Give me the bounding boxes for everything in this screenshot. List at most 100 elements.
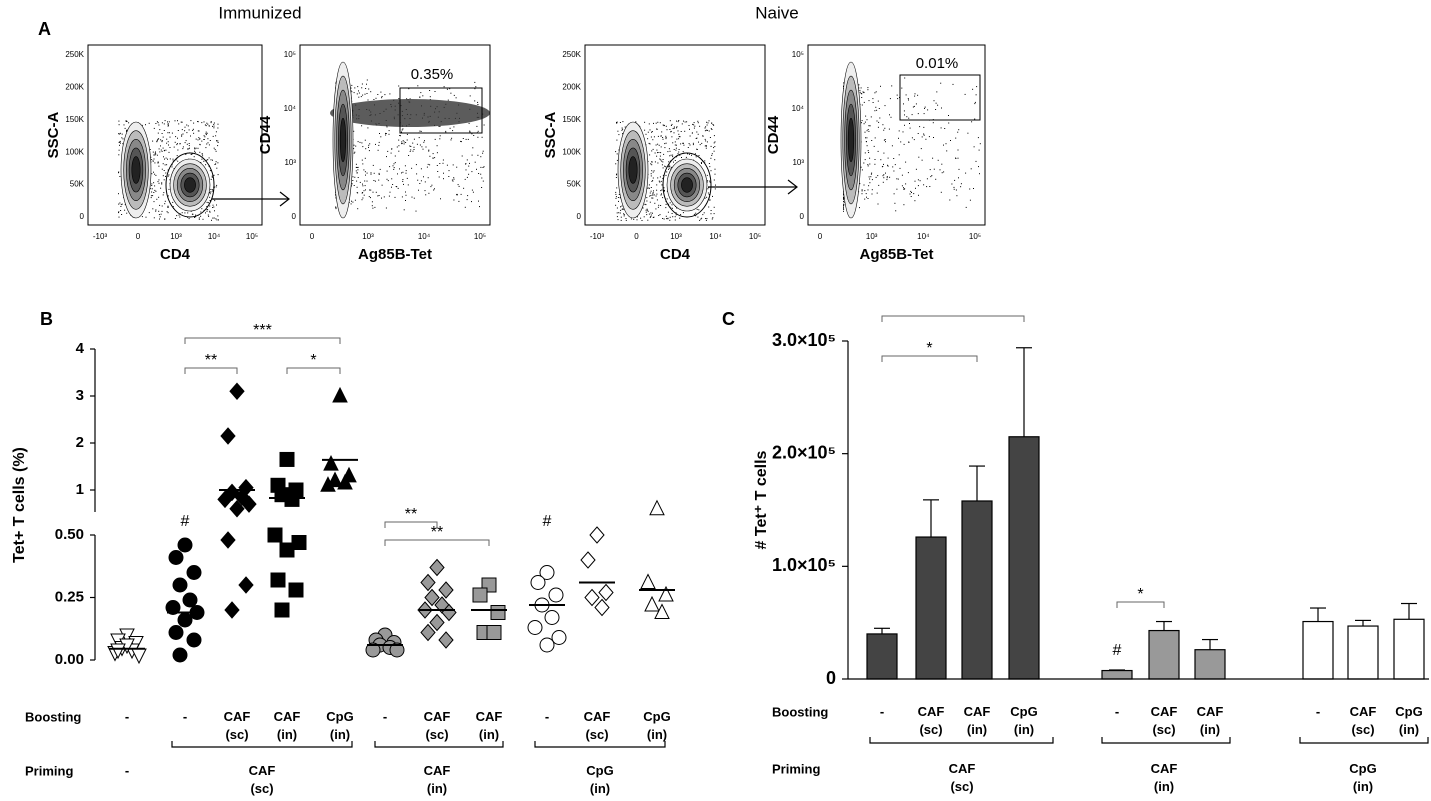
event-dot xyxy=(673,161,674,163)
event-dot xyxy=(188,218,190,220)
group-bracket xyxy=(374,741,504,748)
bar xyxy=(1101,669,1133,680)
event-dot xyxy=(126,212,128,214)
event-dot xyxy=(668,148,670,150)
event-dot xyxy=(361,192,363,194)
event-dot xyxy=(687,147,689,148)
event-dot xyxy=(361,142,363,144)
event-dot xyxy=(688,153,690,155)
event-dot xyxy=(615,191,617,193)
event-dot xyxy=(650,187,652,188)
x-tick-label: CAF (in) xyxy=(1197,704,1224,737)
event-dot xyxy=(683,144,685,146)
event-dot xyxy=(866,130,868,132)
event-dot xyxy=(375,97,377,99)
event-dot xyxy=(151,185,153,186)
event-dot xyxy=(651,180,653,182)
event-dot xyxy=(903,188,905,190)
event-dot xyxy=(617,130,619,132)
event-dot xyxy=(642,207,644,209)
event-dot xyxy=(216,167,218,169)
event-dot xyxy=(665,174,667,176)
flow-x-tick: 10⁴ xyxy=(709,232,722,241)
panel-label: B xyxy=(40,309,53,329)
event-dot xyxy=(385,133,387,134)
event-dot xyxy=(166,164,168,166)
event-dot xyxy=(903,110,905,112)
event-dot xyxy=(158,179,160,181)
event-dot xyxy=(175,159,177,161)
event-dot xyxy=(371,205,373,207)
event-dot xyxy=(696,148,698,150)
event-dot xyxy=(118,172,119,174)
event-dot xyxy=(693,127,695,129)
event-dot xyxy=(705,147,707,149)
event-dot xyxy=(161,205,163,207)
event-dot xyxy=(868,130,870,132)
event-dot xyxy=(406,177,408,179)
event-dot xyxy=(156,141,158,143)
event-dot xyxy=(218,219,219,221)
event-dot xyxy=(619,122,621,123)
event-dot xyxy=(919,126,921,128)
row-label: Priming xyxy=(25,763,73,778)
event-dot xyxy=(153,192,155,193)
event-dot xyxy=(682,151,684,153)
significance: # xyxy=(181,513,190,530)
event-dot xyxy=(652,197,654,199)
event-dot xyxy=(684,130,686,132)
event-dot xyxy=(154,185,156,187)
event-dot xyxy=(167,206,169,208)
event-dot xyxy=(683,142,684,144)
flow-x-tick: 10³ xyxy=(170,232,182,241)
event-dot xyxy=(188,143,190,144)
dot xyxy=(274,602,290,618)
event-dot xyxy=(177,137,178,139)
event-dot xyxy=(658,204,660,206)
event-dot xyxy=(365,174,366,176)
event-dot xyxy=(883,174,885,176)
event-dot xyxy=(378,195,380,196)
event-dot xyxy=(676,127,677,129)
bar xyxy=(961,500,993,680)
event-dot xyxy=(411,167,413,169)
event-dot xyxy=(413,146,415,148)
event-dot xyxy=(659,181,661,183)
event-dot xyxy=(710,157,712,159)
event-dot xyxy=(702,135,704,137)
event-dot xyxy=(195,214,197,216)
event-dot xyxy=(178,123,180,125)
event-dot xyxy=(843,208,845,210)
event-dot xyxy=(654,202,656,204)
event-dot xyxy=(157,161,159,163)
dot xyxy=(490,605,506,620)
event-dot xyxy=(362,197,364,199)
x-tick-label: - xyxy=(1115,704,1119,719)
group-label-line: CAF xyxy=(424,763,451,778)
event-dot xyxy=(880,85,881,87)
event-dot xyxy=(410,146,412,147)
event-dot xyxy=(416,143,418,145)
event-dot xyxy=(212,135,214,137)
y-axis-label: Tet+ T cells (%) xyxy=(11,447,28,563)
event-dot xyxy=(889,176,891,178)
event-dot xyxy=(368,146,369,148)
flow-y-tick: 200K xyxy=(562,83,581,92)
event-dot xyxy=(682,212,684,214)
event-dot xyxy=(933,100,935,102)
event-dot xyxy=(145,124,146,126)
event-dot xyxy=(194,151,196,153)
event-dot xyxy=(651,194,653,196)
event-dot xyxy=(464,178,466,180)
event-dot xyxy=(356,167,358,168)
event-dot xyxy=(704,130,706,132)
event-dot xyxy=(474,161,476,163)
panel-title: Immunized xyxy=(218,3,301,22)
group-bracket xyxy=(534,741,666,748)
event-dot xyxy=(882,166,884,167)
event-dot xyxy=(119,202,121,204)
event-dot xyxy=(899,167,901,169)
event-dot xyxy=(406,133,408,135)
event-dot xyxy=(427,163,429,165)
event-dot xyxy=(357,208,359,210)
